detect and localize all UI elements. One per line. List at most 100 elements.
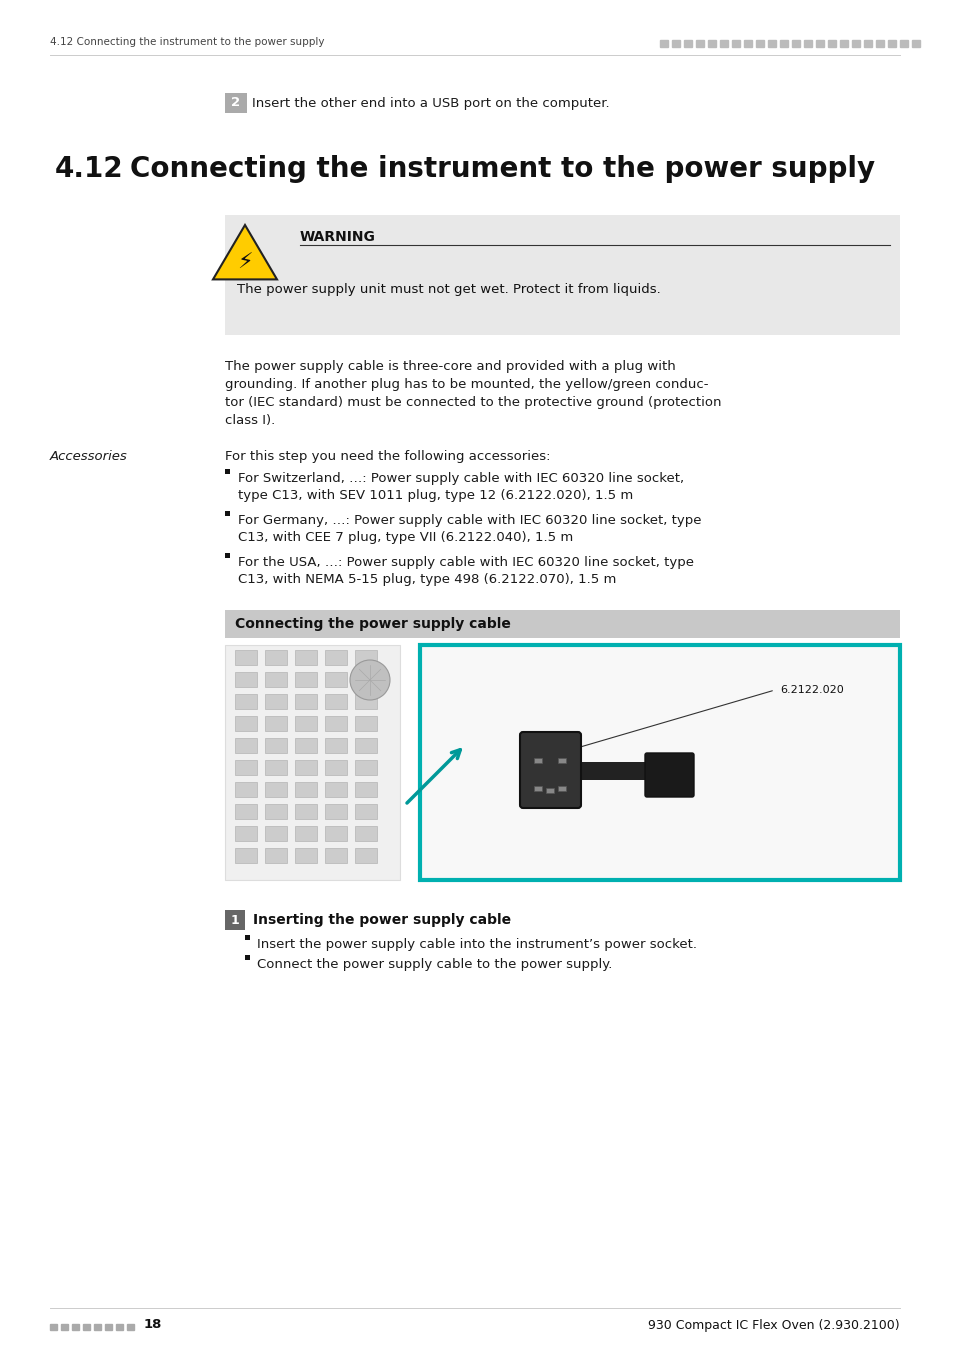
Text: 6.2122.020: 6.2122.020	[780, 684, 842, 695]
Bar	[840, 856, 854, 873]
Text: Connect the power supply cable to the power supply.: Connect the power supply cable to the po…	[256, 958, 612, 971]
Bar	[355, 760, 376, 775]
Bar	[245, 954, 250, 960]
Bar	[859, 802, 874, 819]
Bar	[707, 40, 716, 47]
Bar	[840, 667, 854, 684]
Bar	[325, 848, 347, 863]
Bar	[355, 826, 376, 841]
Text: C13, with CEE 7 plug, type VII (6.2122.040), 1.5 m: C13, with CEE 7 plug, type VII (6.2122.0…	[237, 531, 573, 544]
Bar	[127, 1324, 133, 1330]
Bar	[671, 40, 679, 47]
Bar	[659, 40, 667, 47]
Bar	[534, 757, 541, 763]
Bar	[355, 738, 376, 753]
Bar	[851, 40, 859, 47]
Bar	[225, 93, 247, 113]
Bar	[558, 786, 565, 791]
Bar	[61, 1324, 68, 1330]
Bar	[800, 775, 814, 792]
Bar	[743, 40, 751, 47]
Bar	[859, 829, 874, 846]
Text: Accessories: Accessories	[50, 450, 128, 463]
Bar	[325, 782, 347, 796]
Bar	[820, 721, 834, 738]
Bar	[800, 721, 814, 738]
FancyBboxPatch shape	[519, 732, 580, 809]
Bar	[234, 782, 256, 796]
Bar	[265, 649, 287, 666]
Bar	[899, 40, 907, 47]
Text: 18: 18	[144, 1319, 162, 1331]
Text: 4.12 Connecting the instrument to the power supply: 4.12 Connecting the instrument to the po…	[50, 36, 324, 47]
Bar	[800, 667, 814, 684]
Bar	[294, 738, 316, 753]
Text: Connecting the instrument to the power supply: Connecting the instrument to the power s…	[130, 155, 874, 184]
Bar	[294, 760, 316, 775]
Bar	[840, 775, 854, 792]
Bar	[355, 805, 376, 819]
Bar	[355, 782, 376, 796]
Text: Inserting the power supply cable: Inserting the power supply cable	[253, 913, 511, 927]
Bar	[820, 667, 834, 684]
Bar	[820, 694, 834, 711]
Bar	[294, 848, 316, 863]
Bar	[325, 805, 347, 819]
Bar	[234, 805, 256, 819]
Bar	[71, 1324, 79, 1330]
Bar	[800, 856, 814, 873]
Bar	[294, 649, 316, 666]
Bar	[800, 748, 814, 765]
Bar	[840, 748, 854, 765]
Text: Insert the power supply cable into the instrument’s power socket.: Insert the power supply cable into the i…	[256, 938, 697, 950]
Bar	[859, 667, 874, 684]
Bar	[294, 672, 316, 687]
Bar	[911, 40, 919, 47]
Bar	[294, 826, 316, 841]
Bar	[827, 40, 835, 47]
Bar	[859, 694, 874, 711]
Bar	[234, 738, 256, 753]
Bar	[225, 645, 399, 880]
Text: WARNING: WARNING	[299, 230, 375, 244]
Text: class I).: class I).	[225, 414, 275, 427]
Bar	[234, 848, 256, 863]
Bar	[840, 40, 847, 47]
Bar	[840, 721, 854, 738]
Bar	[325, 649, 347, 666]
Bar	[265, 694, 287, 709]
Bar	[50, 1324, 57, 1330]
Bar	[294, 782, 316, 796]
Bar	[887, 40, 895, 47]
Bar	[294, 694, 316, 709]
Bar	[820, 856, 834, 873]
Bar	[245, 936, 250, 940]
Bar	[683, 40, 691, 47]
Bar	[325, 694, 347, 709]
Text: Insert the other end into a USB port on the computer.: Insert the other end into a USB port on …	[252, 96, 609, 109]
Bar	[820, 829, 834, 846]
Bar	[325, 738, 347, 753]
Bar	[355, 694, 376, 709]
Bar	[355, 848, 376, 863]
Text: For this step you need the following accessories:: For this step you need the following acc…	[225, 450, 550, 463]
Bar	[234, 672, 256, 687]
Text: For the USA, …: Power supply cable with IEC 60320 line socket, type: For the USA, …: Power supply cable with …	[237, 556, 693, 568]
Text: For Switzerland, …: Power supply cable with IEC 60320 line socket,: For Switzerland, …: Power supply cable w…	[237, 472, 683, 485]
Bar	[800, 829, 814, 846]
Bar	[225, 512, 230, 516]
Bar	[234, 694, 256, 709]
Bar	[265, 738, 287, 753]
Bar	[800, 694, 814, 711]
Text: 930 Compact IC Flex Oven (2.930.2100): 930 Compact IC Flex Oven (2.930.2100)	[648, 1319, 899, 1331]
Bar	[225, 910, 245, 930]
Text: C13, with NEMA 5-15 plug, type 498 (6.2122.070), 1.5 m: C13, with NEMA 5-15 plug, type 498 (6.21…	[237, 572, 616, 586]
Bar	[234, 649, 256, 666]
Bar	[325, 716, 347, 730]
Bar	[265, 826, 287, 841]
Bar	[116, 1324, 123, 1330]
Bar	[859, 748, 874, 765]
Bar	[558, 757, 565, 763]
Bar	[325, 672, 347, 687]
Bar	[696, 40, 703, 47]
